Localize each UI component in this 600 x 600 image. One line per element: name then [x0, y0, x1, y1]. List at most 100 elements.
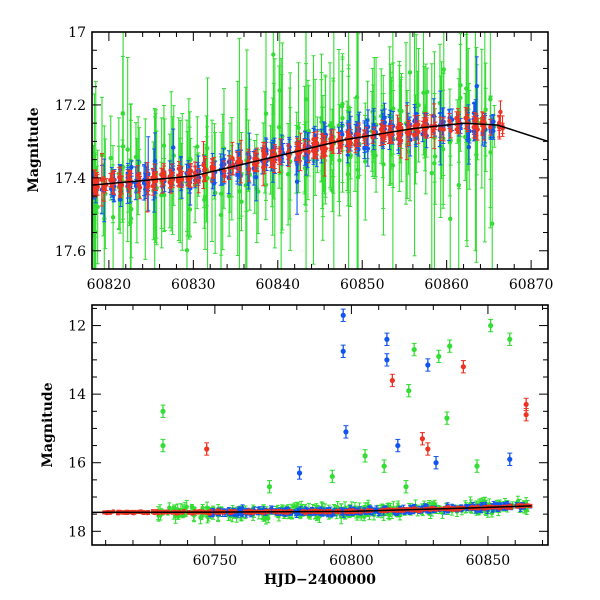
data-point: [314, 140, 320, 146]
bottom-data-marks: [92, 308, 533, 525]
data-point: [362, 146, 367, 151]
data-point: [466, 144, 472, 150]
data-point: [429, 170, 434, 176]
data-point: [120, 144, 126, 149]
data-point: [92, 188, 97, 193]
data-point: [185, 177, 190, 182]
data-point: [171, 145, 176, 150]
data-point: [253, 174, 259, 180]
x-tick-label: 60820: [87, 277, 132, 293]
data-point: [483, 107, 488, 112]
top-panel: 60820 60830 60840 60850 60860 60870 17 17.2 17.4…: [26, 25, 554, 293]
data-point: [263, 182, 269, 188]
data-point: [145, 185, 150, 190]
data-point: [285, 172, 291, 177]
data-point: [370, 135, 375, 140]
top-axes: 60820 60830 60840 60850 60860 60870 17 17.2 17.4…: [55, 25, 554, 293]
x-tick-label: 60850: [340, 277, 385, 293]
data-point: [239, 199, 244, 204]
data-point: [382, 120, 387, 125]
data-point: [211, 165, 217, 170]
data-point: [356, 132, 362, 137]
data-point: [330, 188, 335, 193]
data-point: [184, 248, 190, 253]
data-point: [327, 123, 333, 128]
data-point: [203, 167, 208, 172]
data-point: [246, 166, 252, 172]
data-point: [192, 170, 198, 175]
data-point: [441, 127, 446, 132]
y-tick-label: 17.4: [55, 171, 86, 187]
data-point: [201, 162, 206, 168]
data-point: [125, 147, 130, 152]
data-point: [230, 156, 235, 161]
data-point: [152, 173, 157, 178]
data-point: [311, 137, 316, 142]
data-point: [271, 159, 277, 164]
data-point: [271, 52, 276, 57]
data-point: [421, 90, 426, 95]
data-point: [416, 129, 421, 135]
data-point: [170, 177, 175, 183]
data-point: [488, 124, 493, 130]
data-point: [346, 163, 351, 168]
data-point: [474, 83, 479, 89]
data-point: [167, 180, 172, 185]
y-tick-label: 17: [68, 25, 86, 41]
data-point: [441, 67, 446, 72]
data-point: [277, 88, 282, 93]
data-point: [236, 160, 241, 166]
data-point: [448, 128, 453, 133]
data-point: [395, 125, 400, 130]
data-point: [99, 177, 105, 182]
data-point: [118, 184, 123, 189]
data-point: [447, 118, 452, 124]
model-curve: [92, 122, 548, 186]
data-point: [133, 154, 139, 160]
data-point: [195, 144, 200, 149]
data-point: [496, 120, 502, 126]
y-tick-label: 17.6: [55, 244, 86, 260]
x-tick-label: 60840: [256, 277, 301, 293]
data-point: [490, 221, 495, 226]
data-point: [386, 132, 392, 137]
data-point: [304, 160, 309, 165]
data-point: [92, 178, 97, 184]
data-point: [254, 186, 259, 191]
data-point: [407, 70, 413, 75]
data-point: [488, 97, 493, 102]
data-point: [471, 110, 477, 116]
data-point: [286, 154, 292, 159]
data-point: [237, 189, 242, 194]
data-point: [160, 178, 165, 184]
data-point: [263, 152, 268, 158]
data-point: [128, 216, 134, 221]
data-point: [353, 138, 359, 144]
x-tick-label: 60870: [509, 277, 554, 293]
data-point: [95, 204, 100, 210]
y-tick-label: 17.2: [55, 98, 86, 114]
data-point: [455, 118, 461, 123]
data-point: [226, 193, 232, 199]
data-point: [200, 505, 205, 511]
data-point: [205, 514, 210, 519]
top-y-axis-label: Magnitude: [26, 107, 42, 192]
data-point: [188, 157, 193, 162]
top-data-marks: [92, 32, 548, 269]
x-tick-label: 60860: [424, 277, 469, 293]
data-point: [306, 149, 311, 155]
data-point: [406, 132, 412, 137]
data-point: [319, 146, 324, 151]
data-point: [322, 153, 327, 158]
data-point: [175, 178, 181, 183]
data-point: [412, 132, 417, 137]
data-point: [337, 158, 342, 163]
data-point: [481, 125, 487, 131]
data-point: [398, 109, 403, 114]
data-point: [218, 212, 224, 218]
x-tick-label: 60830: [171, 277, 216, 293]
data-point: [179, 177, 185, 182]
data-point: [365, 146, 371, 151]
